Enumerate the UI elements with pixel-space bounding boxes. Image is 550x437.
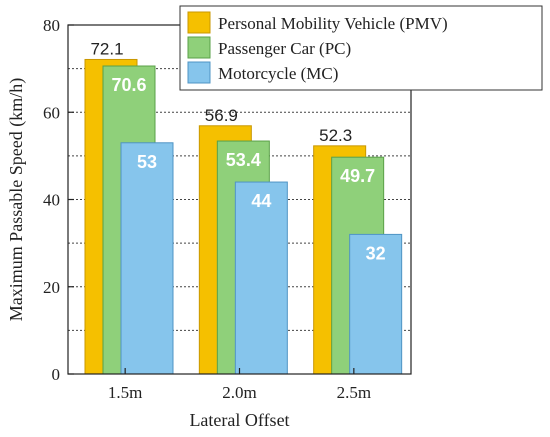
y-tick-label: 40 <box>43 191 60 210</box>
x-tick-label: 1.5m <box>108 383 142 402</box>
x-tick-label: 2.0m <box>222 383 256 402</box>
legend-swatch <box>187 36 211 59</box>
legend-label: Passenger Car (PC) <box>218 39 351 58</box>
legend-swatch <box>187 11 211 34</box>
legend-box <box>179 5 543 91</box>
y-tick-label: 20 <box>43 278 60 297</box>
y-tick-label: 60 <box>43 103 60 122</box>
data-label: 53.4 <box>226 150 261 170</box>
data-label: 44 <box>251 191 271 211</box>
data-label: 52.3 <box>319 126 352 145</box>
x-tick-label: 2.5m <box>337 383 371 402</box>
legend-label: Motorcycle (MC) <box>218 64 338 83</box>
bars <box>84 58 403 375</box>
y-tick-label: 80 <box>43 16 60 35</box>
legend-swatch <box>187 61 211 84</box>
bar <box>349 233 403 375</box>
y-axis-ticks: 0 20 40 60 80 <box>43 16 74 384</box>
y-tick-label: 0 <box>52 365 61 384</box>
bar <box>120 142 174 375</box>
value-labels: 72.1 70.6 53 56.9 53.4 44 52.3 49.7 32 <box>90 39 385 263</box>
data-label: 32 <box>366 243 386 263</box>
legend-label: Personal Mobility Vehicle (PMV) <box>218 14 448 33</box>
y-axis-label: Maximum Passable Speed (km/h) <box>6 78 27 321</box>
x-axis-label: Lateral Offset <box>189 410 289 430</box>
legend: Personal Mobility Vehicle (PMV) Passenger… <box>179 5 543 91</box>
data-label: 53 <box>137 152 157 172</box>
x-axis-ticks: 1.5m 2.0m 2.5m <box>108 368 371 402</box>
data-label: 49.7 <box>340 166 375 186</box>
data-label: 56.9 <box>205 106 238 125</box>
data-label: 70.6 <box>111 75 146 95</box>
data-label: 72.1 <box>90 39 123 58</box>
